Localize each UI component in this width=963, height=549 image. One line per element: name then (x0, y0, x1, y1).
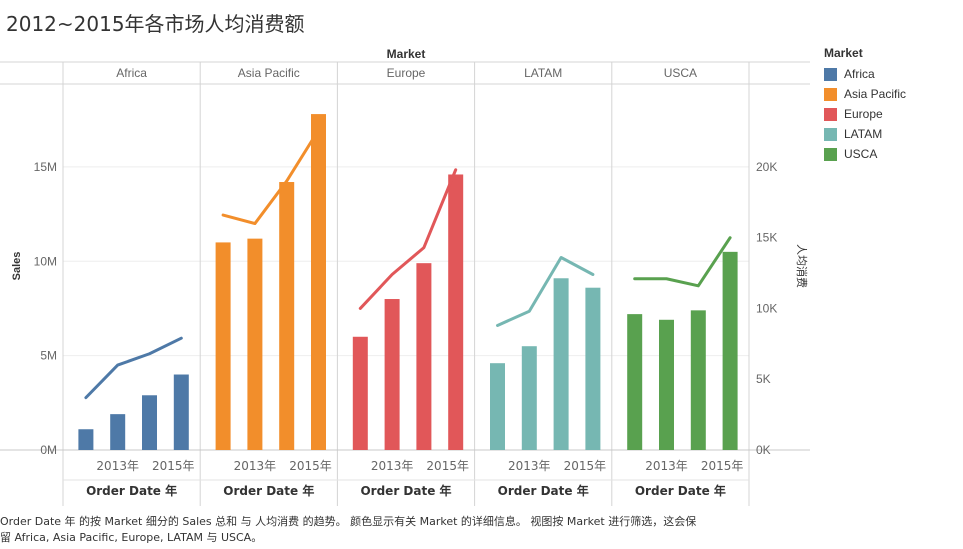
bar (215, 242, 231, 450)
bar (659, 319, 674, 450)
x-axis-label: Order Date 年 (360, 483, 451, 498)
y2-tick-label: 10K (756, 301, 777, 315)
line-series (358, 168, 458, 310)
x-tick-label: 2013年 (371, 459, 414, 473)
x-tick-label: 2015年 (289, 459, 332, 473)
line-series (496, 256, 595, 327)
chart-area: Market 0M 5M 10M 15M Sales 0K 5K 10K 15K 20K 人均消费 Af… (0, 47, 810, 506)
x-tick-label: 2015年 (701, 459, 744, 473)
line-series (633, 236, 732, 288)
legend-label: Asia Pacific (844, 87, 907, 101)
chart-title: 2012~2015年各市场人均消费额 (6, 12, 305, 36)
legend-item-europe[interactable]: Europe (824, 104, 906, 124)
legend-label: USCA (844, 147, 878, 161)
x-axis-label: Order Date 年 (223, 483, 314, 498)
legend-swatch (824, 87, 837, 101)
bar (311, 114, 326, 450)
bar (627, 314, 643, 450)
y2-tick-label: 20K (756, 160, 777, 174)
legend-label: Europe (844, 107, 883, 121)
bar (690, 310, 706, 450)
facet-label: USCA (664, 66, 697, 80)
x-tick-label: 2013年 (508, 459, 551, 473)
bar (352, 336, 368, 450)
bar (78, 429, 94, 450)
legend-swatch (824, 107, 837, 121)
legend-item-usca[interactable]: USCA (824, 144, 906, 164)
facet-label: Africa (116, 66, 147, 80)
y2-axis-label: 人均消费 (795, 244, 809, 288)
legend: Market Africa Asia Pacific Europe LATAM … (824, 46, 906, 164)
y-tick-label: 0M (40, 443, 57, 457)
y-tick-label: 5M (40, 349, 57, 363)
bar (416, 263, 432, 450)
bar (279, 182, 295, 450)
facet-header-title: Market (387, 47, 426, 61)
y-tick-label: 10M (34, 254, 57, 268)
bar (448, 174, 464, 450)
bar (110, 414, 126, 450)
legend-label: LATAM (844, 127, 883, 141)
legend-title: Market (824, 46, 863, 60)
bar (490, 363, 505, 450)
legend-label: Africa (844, 67, 875, 81)
x-tick-label: 2013年 (645, 459, 688, 473)
x-tick-label: 2013年 (234, 459, 277, 473)
line-series (84, 336, 183, 400)
y2-tick-label: 5K (756, 372, 771, 386)
bar (384, 299, 400, 450)
y2-tick-label: 15K (756, 231, 777, 245)
y-tick-label: 15M (34, 160, 57, 174)
x-tick-label: 2015年 (564, 459, 607, 473)
bar (173, 374, 189, 450)
x-axis-label: Order Date 年 (86, 483, 177, 498)
bar (247, 238, 263, 450)
legend-swatch (824, 127, 837, 141)
x-tick-label: 2015年 (426, 459, 469, 473)
legend-swatch (824, 67, 837, 81)
line-series (221, 128, 320, 226)
facet-label: LATAM (524, 66, 562, 80)
bar (585, 287, 601, 450)
bar (553, 278, 569, 450)
legend-item-latam[interactable]: LATAM (824, 124, 906, 144)
x-axis-label: Order Date 年 (498, 483, 589, 498)
legend-item-asia-pacific[interactable]: Asia Pacific (824, 84, 906, 104)
bar (521, 346, 537, 450)
y2-tick-label: 0K (756, 443, 771, 457)
x-axis-label: Order Date 年 (635, 483, 726, 498)
facet-label: Asia Pacific (238, 66, 300, 80)
bar (142, 395, 157, 450)
chart-caption: Order Date 年 的按 Market 细分的 Sales 总和 与 人均… (0, 515, 697, 544)
y-axis-label: Sales (11, 252, 23, 281)
legend-swatch (824, 147, 837, 161)
x-tick-label: 2015年 (152, 459, 195, 473)
facet-label: Europe (387, 66, 426, 80)
bar (722, 251, 738, 450)
x-tick-label: 2013年 (96, 459, 139, 473)
legend-item-africa[interactable]: Africa (824, 64, 906, 84)
